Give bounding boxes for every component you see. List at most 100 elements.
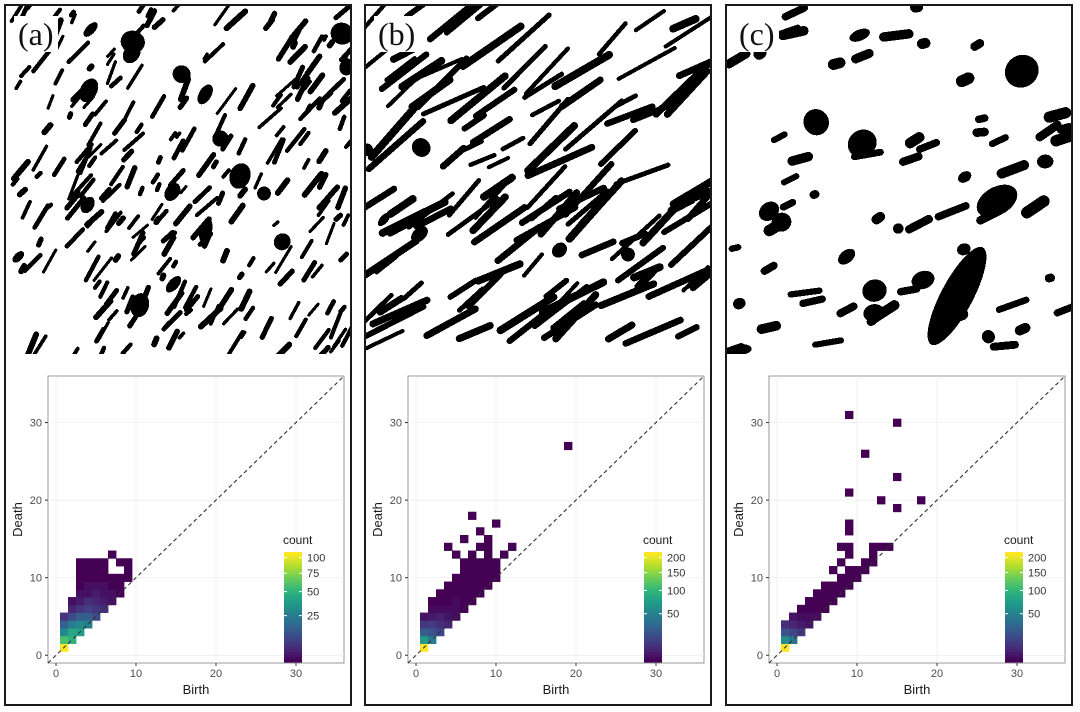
legend-gradient-step <box>1005 557 1023 561</box>
legend-gradient-step <box>1005 620 1023 625</box>
heatmap-cell <box>845 527 854 536</box>
heatmap-cell <box>781 635 790 645</box>
legend-gradient-step <box>284 563 302 567</box>
heatmap-cell <box>492 558 501 567</box>
legend-tick-label: 50 <box>307 587 319 599</box>
legend-gradient-step <box>644 568 662 572</box>
legend-gradient-step <box>284 656 302 660</box>
color-legend: count 50 100 150 200 <box>643 533 685 663</box>
panel-label-a: (a) <box>14 16 58 52</box>
texture-pattern-c <box>727 6 1071 354</box>
legend-gradient-step <box>284 565 302 570</box>
heatmap-cell <box>436 597 445 606</box>
heatmap-cell <box>492 566 501 575</box>
heatmap-cell <box>813 604 822 613</box>
heatmap-cell <box>476 558 485 567</box>
color-legend: count 50 100 150 200 <box>1004 533 1046 663</box>
legend-gradient-step <box>284 587 302 592</box>
heatmap-cell <box>789 628 798 637</box>
heatmap-cell <box>476 527 485 536</box>
heatmap-cell <box>452 597 461 606</box>
legend-gradient-step <box>284 653 302 658</box>
heatmap-cell <box>420 620 429 629</box>
legend-gradient-step <box>1005 596 1023 600</box>
heatmap-cell <box>460 558 469 567</box>
heatmap-cell <box>869 542 878 551</box>
heatmap-cell <box>444 581 453 590</box>
legend-gradient-step <box>1005 601 1023 605</box>
legend-gradient-step <box>284 585 302 589</box>
legend-gradient-step <box>644 615 662 619</box>
legend-gradient-step <box>1005 656 1023 660</box>
legend-gradient-step <box>644 587 662 592</box>
legend-gradient-step <box>644 563 662 567</box>
x-tick-label: 30 <box>1011 668 1023 680</box>
heatmap-cell <box>564 441 573 451</box>
persistence-diagram-a: 0 10 20 30 0 10 20 30 Birth Death count 25 50 75 100 <box>10 375 345 697</box>
legend-gradient-step <box>284 596 302 600</box>
legend-tick-label: 200 <box>1028 552 1046 564</box>
heatmap-cell <box>813 589 822 598</box>
legend-gradient-step <box>284 601 302 605</box>
heatmap-cell <box>124 573 133 582</box>
x-tick-label: 10 <box>490 668 502 680</box>
heatmap-cell <box>60 620 69 629</box>
legend-gradient-step <box>1005 587 1023 592</box>
legend-gradient-step <box>1005 571 1023 575</box>
y-axis-title: Death <box>731 502 746 537</box>
heatmap-cell <box>484 566 493 575</box>
legend-gradient-step <box>644 607 662 611</box>
heatmap-cell <box>76 612 85 621</box>
y-tick-label: 0 <box>757 650 763 662</box>
legend-gradient-step <box>644 648 662 652</box>
heatmap-cell <box>76 620 85 629</box>
legend-gradient-step <box>284 659 302 663</box>
heatmap-cell <box>124 558 133 567</box>
legend-gradient-step <box>644 604 662 608</box>
y-tick-label: 0 <box>396 650 402 662</box>
legend-gradient-step <box>284 640 302 644</box>
legend-gradient-step <box>1005 615 1023 619</box>
heatmap-cell <box>84 612 93 621</box>
legend-gradient-step <box>1005 565 1023 570</box>
heatmap-cell <box>837 573 846 582</box>
heatmap-cell <box>893 418 902 427</box>
legend-title: count <box>643 533 673 547</box>
heatmap-cell <box>100 589 109 598</box>
x-tick-label: 0 <box>413 668 419 680</box>
legend-gradient-step <box>284 609 302 614</box>
legend-gradient-step <box>644 609 662 614</box>
heatmap-cell <box>92 566 101 575</box>
heatmap-cell <box>100 566 109 575</box>
legend-gradient-step <box>1005 640 1023 644</box>
heatmap-cell <box>84 566 93 575</box>
heatmap-cell <box>92 581 101 590</box>
heatmap-cell <box>100 573 109 582</box>
heatmap-cell <box>84 558 93 567</box>
legend-gradient-step <box>284 560 302 564</box>
heatmap-cell <box>893 503 902 513</box>
heatmap-cell <box>797 620 806 629</box>
heatmap-cell <box>837 581 846 590</box>
heatmap-cell <box>116 558 125 567</box>
heatmap-cell <box>805 620 814 629</box>
y-tick-label: 20 <box>390 495 402 507</box>
legend-gradient-step <box>284 629 302 633</box>
legend-gradient-step <box>644 560 662 564</box>
legend-gradient-step <box>644 651 662 655</box>
heatmap-cell <box>789 620 798 629</box>
x-tick-label: 0 <box>53 668 59 680</box>
y-tick-label: 10 <box>390 573 402 585</box>
legend-gradient-step <box>1005 574 1023 578</box>
panel-label-b: (b) <box>374 16 420 52</box>
heatmap-cell <box>108 573 117 582</box>
legend-gradient-step <box>644 554 662 559</box>
heatmap-cell <box>444 589 453 598</box>
legend-gradient-step <box>284 651 302 655</box>
legend-gradient-step <box>1005 648 1023 652</box>
legend-gradient-step <box>644 565 662 570</box>
y-tick-label: 20 <box>751 495 763 507</box>
legend-gradient-step <box>1005 637 1023 641</box>
legend-gradient-step <box>644 642 662 647</box>
heatmap-cell <box>845 542 854 551</box>
